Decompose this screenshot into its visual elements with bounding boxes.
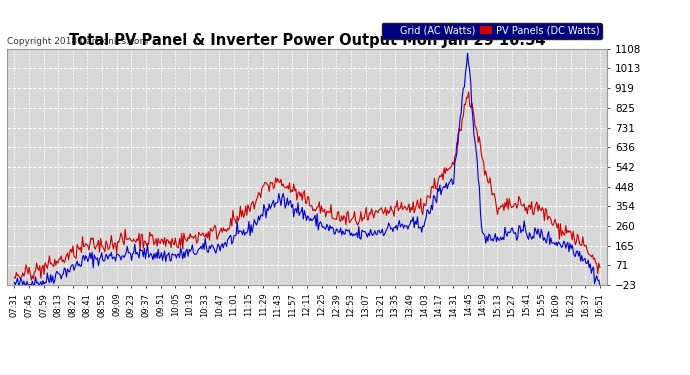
Legend: Grid (AC Watts), PV Panels (DC Watts): Grid (AC Watts), PV Panels (DC Watts) bbox=[382, 23, 602, 39]
Title: Total PV Panel & Inverter Power Output Mon Jan 29 16:54: Total PV Panel & Inverter Power Output M… bbox=[69, 33, 545, 48]
Text: Copyright 2018 Cartronics.com: Copyright 2018 Cartronics.com bbox=[7, 38, 148, 46]
